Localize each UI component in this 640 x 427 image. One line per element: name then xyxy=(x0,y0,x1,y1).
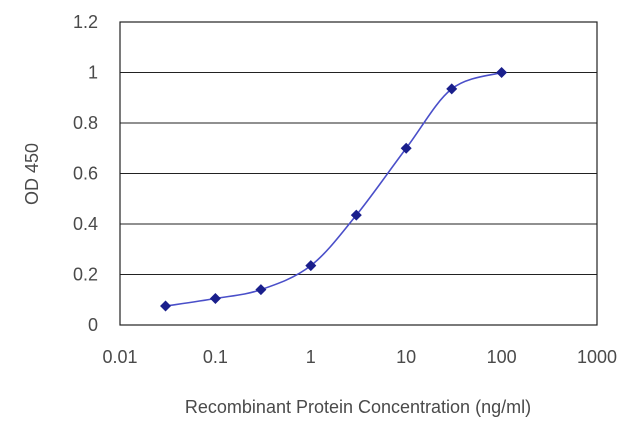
data-point xyxy=(255,284,267,296)
grid-layer xyxy=(120,72,597,275)
y-tick-label: 0.2 xyxy=(73,265,98,285)
x-tick-label: 1 xyxy=(306,347,316,367)
data-point xyxy=(305,260,317,272)
fit-curve xyxy=(165,71,502,307)
y-tick-label: 1.2 xyxy=(73,12,98,32)
x-tick-label: 0.01 xyxy=(102,347,137,367)
data-point xyxy=(446,83,458,95)
data-point xyxy=(160,300,172,312)
x-tick-label: 10 xyxy=(396,347,416,367)
data-point xyxy=(209,292,221,304)
y-tick-label: 0 xyxy=(88,315,98,335)
y-axis-title: OD 450 xyxy=(22,143,42,205)
y-tick-label: 0.8 xyxy=(73,113,98,133)
x-tick-label: 1000 xyxy=(577,347,617,367)
points-layer xyxy=(160,67,508,312)
y-tick-label: 0.4 xyxy=(73,214,98,234)
y-tick-label: 1 xyxy=(88,63,98,83)
data-point xyxy=(400,142,412,154)
data-point xyxy=(350,209,362,221)
x-tick-label: 0.1 xyxy=(203,347,228,367)
data-point xyxy=(496,67,508,78)
x-axis-title: Recombinant Protein Concentration (ng/ml… xyxy=(185,397,531,417)
x-tick-labels: 0.01 0.1 1 10 100 1000 xyxy=(102,347,617,367)
plot-frame xyxy=(119,21,598,326)
x-tick-label: 100 xyxy=(487,347,517,367)
y-tick-label: 0.6 xyxy=(73,164,98,184)
y-tick-labels: 0 0.2 0.4 0.6 0.8 1 1.2 xyxy=(73,12,98,335)
